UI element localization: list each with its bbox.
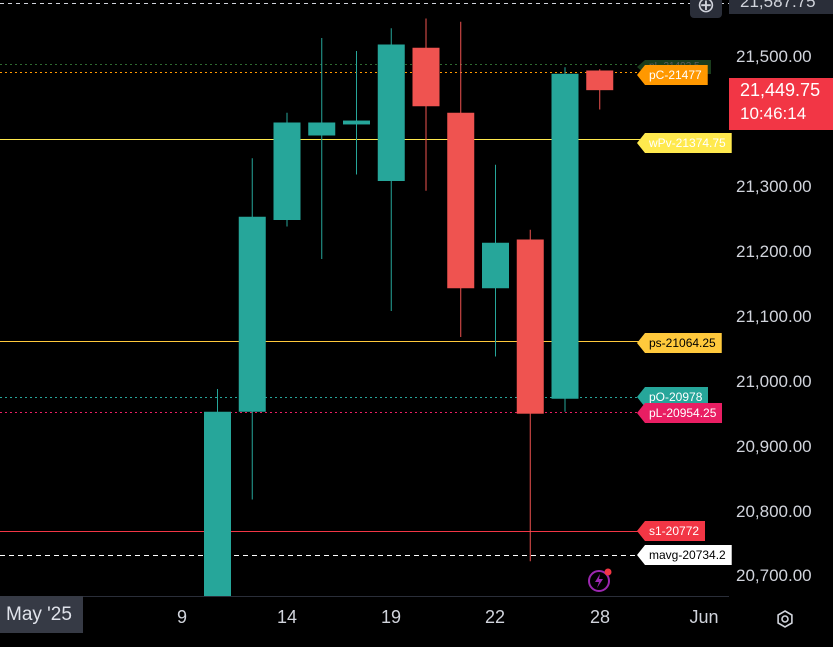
top-price-label: 21,587.75 (729, 0, 833, 14)
current-price: 21,449.75 (740, 80, 821, 100)
candle-body[interactable] (447, 112, 475, 289)
candle-body[interactable] (412, 47, 440, 107)
level-tag-ps: ps-21064.25 (637, 333, 722, 353)
current-price-box: 21,449.75 10:46:14 (729, 78, 833, 130)
time-axis-label: 9 (176, 607, 188, 627)
price-axis-label: 21,200.00 (736, 242, 812, 261)
candle-body[interactable] (586, 70, 614, 91)
price-axis-label: 21,000.00 (736, 372, 812, 391)
time-range-label[interactable]: May '25 (0, 596, 83, 633)
time-axis-label: 19 (380, 607, 402, 627)
price-axis-label: 21,300.00 (736, 177, 812, 196)
bar-countdown: 10:46:14 (740, 104, 807, 123)
level-tag-pl: pL-20954.25 (637, 403, 723, 423)
lightning-icon[interactable] (587, 567, 613, 593)
candle-body[interactable] (551, 73, 579, 399)
candle-body[interactable] (482, 242, 509, 289)
time-axis-label: 22 (484, 607, 506, 627)
level-tag-s1: s1-20772 (637, 521, 706, 541)
price-axis-label: 20,700.00 (736, 566, 812, 585)
candle-body[interactable] (377, 44, 405, 182)
price-axis-label: 20,800.00 (736, 502, 812, 521)
add-plus-button[interactable]: ⊕ (690, 0, 722, 18)
candle-body[interactable] (204, 411, 231, 596)
level-tag-mavg: mavg-20734.2 (637, 545, 732, 565)
candle-body[interactable] (238, 216, 266, 412)
candle-body[interactable] (343, 120, 370, 125)
candle-body[interactable] (308, 122, 336, 136)
time-axis-label: Jun (689, 607, 719, 627)
settings-gear-icon[interactable] (775, 609, 795, 629)
time-axis-label: 14 (276, 607, 298, 627)
level-tag-wpv: wPv-21374.75 (637, 133, 732, 153)
price-axis-label: 21,100.00 (736, 307, 812, 326)
level-tag-po: pO-20978 (637, 387, 709, 407)
price-axis-label: 20,900.00 (736, 437, 812, 456)
price-axis-label: 21,500.00 (736, 47, 812, 66)
candle-body[interactable] (273, 122, 301, 221)
level-tag-pc: pC-21477 (637, 65, 708, 85)
candle-body[interactable] (516, 239, 544, 414)
time-axis-label: 28 (589, 607, 611, 627)
